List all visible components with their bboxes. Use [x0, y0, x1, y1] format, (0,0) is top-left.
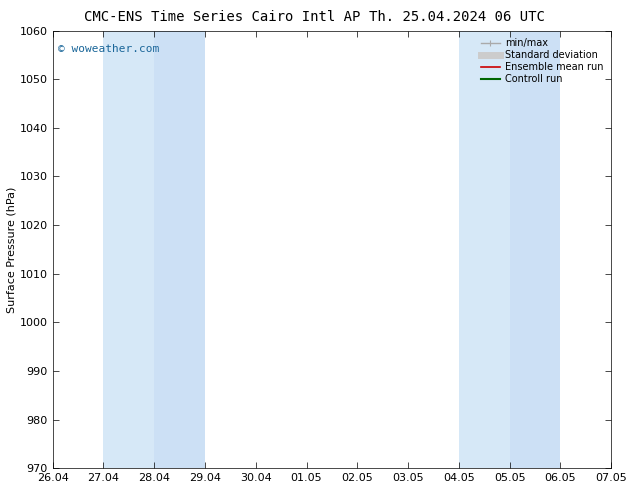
Text: CMC-ENS Time Series Cairo Intl AP: CMC-ENS Time Series Cairo Intl AP: [84, 10, 360, 24]
Text: © woweather.com: © woweather.com: [58, 44, 160, 54]
Bar: [510, 30, 560, 468]
Bar: [103, 30, 154, 468]
Y-axis label: Surface Pressure (hPa): Surface Pressure (hPa): [7, 186, 17, 313]
Bar: [459, 30, 510, 468]
Text: Th. 25.04.2024 06 UTC: Th. 25.04.2024 06 UTC: [368, 10, 545, 24]
Legend: min/max, Standard deviation, Ensemble mean run, Controll run: min/max, Standard deviation, Ensemble me…: [477, 35, 606, 87]
Bar: [154, 30, 205, 468]
